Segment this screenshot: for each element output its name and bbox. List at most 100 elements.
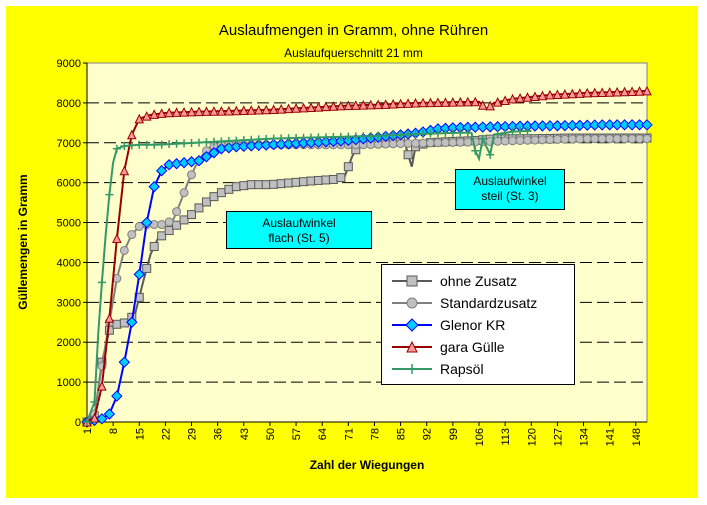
legend-swatch [392,340,432,353]
data-point [276,179,286,189]
x-tick-label: 36 [213,428,225,440]
data-point [119,165,130,176]
data-point [186,106,197,117]
data-point [164,107,174,118]
data-point [567,134,577,144]
data-point [269,134,278,143]
data-point [314,133,323,142]
data-point [358,99,369,110]
data-point [127,230,137,240]
data-point [261,104,272,115]
x-tick-label: 1 [82,428,94,434]
data-point [90,398,99,407]
data-point [224,105,234,116]
x-tick-label: 106 [474,428,486,446]
y-tick-label: 7000 [57,138,81,150]
data-point [135,140,144,149]
data-point [597,134,607,144]
data-point [426,129,435,138]
data-point [171,107,182,117]
data-point [544,120,556,132]
data-point [261,180,271,190]
series-gara-g-lle [82,85,652,427]
data-point [404,130,413,139]
data-point [231,105,242,116]
data-point [217,137,226,146]
data-point [463,128,472,137]
data-point [306,102,316,112]
data-point [418,97,428,108]
data-point [247,135,256,144]
x-tick-label: 43 [239,428,251,440]
data-point [419,129,427,138]
data-point [545,89,555,100]
data-point [418,138,428,148]
data-point [97,278,106,287]
data-point [200,151,213,163]
data-point [291,103,301,113]
data-point [560,88,570,99]
x-tick-label: 64 [317,428,329,440]
data-point [597,87,608,97]
data-point [216,105,227,116]
annotation-steep-text: Auslaufwinkel steil (St. 3) [473,174,547,203]
x-tick-label: 57 [291,428,303,440]
data-point [403,150,413,160]
data-point [120,141,129,150]
data-point [485,100,496,111]
data-point [149,241,159,251]
data-point [448,137,458,147]
x-tick-label: 99 [448,428,460,440]
data-point [493,136,503,146]
data-point [395,98,406,109]
data-point [291,177,301,187]
data-point [89,412,100,423]
data-point [96,413,108,425]
data-point [195,138,203,147]
data-point [254,180,264,190]
data-point [239,136,248,145]
data-point [455,137,465,147]
data-point [194,203,204,213]
data-point [172,139,181,148]
data-point [425,138,435,148]
data-point [620,134,630,144]
data-point [156,108,167,118]
data-point [276,103,286,114]
data-point [209,137,218,146]
data-point [336,100,346,111]
data-point [97,380,107,391]
data-point [641,119,653,131]
data-point [194,106,204,117]
data-point [187,210,197,220]
data-point [530,91,540,102]
data-point [508,127,517,136]
y-tick-label: 8000 [57,98,81,110]
data-point [396,130,405,139]
data-point [560,134,570,144]
legend-swatch [392,275,432,287]
data-point [626,119,638,131]
x-tick-label: 71 [343,428,355,440]
data-point [277,134,286,143]
data-point [501,128,510,137]
data-point [321,133,330,142]
x-tick-label: 141 [605,428,617,446]
data-point [216,188,226,198]
data-point [344,132,353,141]
data-point [141,216,153,229]
legend-swatch [392,297,432,309]
legend-label: Rapsöl [440,361,484,377]
data-point [283,103,294,114]
data-point [298,102,309,113]
x-tick-label: 113 [500,428,512,446]
data-point [537,90,548,101]
data-point [507,93,518,104]
x-tick-label: 15 [134,428,146,440]
data-point [112,233,122,244]
chart-title: Auslaufmengen in Gramm, ohne Rühren [218,22,489,39]
data-point [112,319,122,329]
data-point [253,104,264,115]
data-point [328,101,339,111]
